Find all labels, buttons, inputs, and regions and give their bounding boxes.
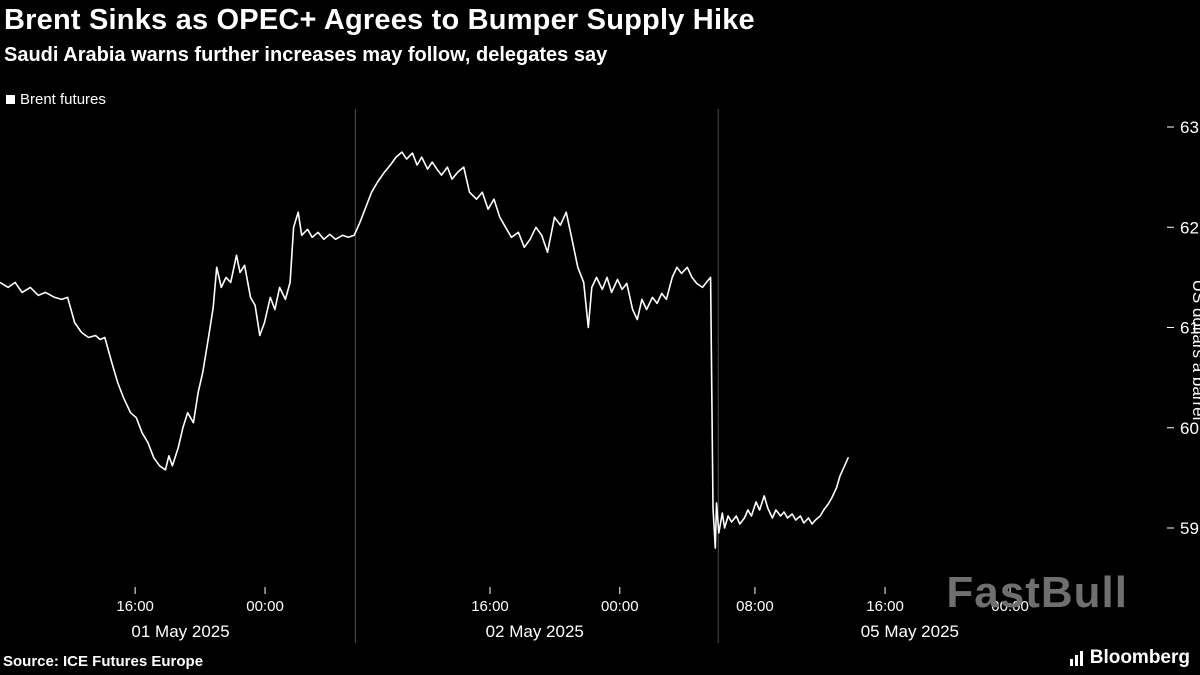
svg-text:61: 61: [1180, 319, 1199, 338]
svg-text:16:00: 16:00: [116, 598, 154, 615]
svg-text:00:00: 00:00: [601, 598, 639, 615]
legend-marker-icon: [6, 95, 15, 104]
bloomberg-brand: Bloomberg: [1069, 647, 1190, 669]
chart-svg: 63 62 61 60 59 16:00 00:00 16:00 00:00 08:00 16:00…: [0, 109, 1200, 643]
svg-text:01 May 2025: 01 May 2025: [131, 622, 229, 641]
page-title: Brent Sinks as OPEC+ Agrees to Bumper Su…: [4, 4, 755, 36]
svg-text:59: 59: [1180, 519, 1199, 538]
page-subtitle: Saudi Arabia warns further increases may…: [4, 44, 608, 66]
svg-text:16:00: 16:00: [471, 598, 509, 615]
source-credit: Source: ICE Futures Europe: [3, 653, 204, 670]
svg-text:02 May 2025: 02 May 2025: [486, 622, 584, 641]
svg-text:63: 63: [1180, 118, 1199, 137]
watermark: FastBull: [946, 568, 1128, 617]
svg-text:08:00: 08:00: [736, 598, 774, 615]
svg-text:05 May 2025: 05 May 2025: [861, 622, 959, 641]
svg-text:00:00: 00:00: [991, 598, 1029, 615]
svg-text:62: 62: [1180, 218, 1199, 237]
svg-text:US dollars a barrel: US dollars a barrel: [1189, 280, 1200, 421]
legend-label: Brent futures: [20, 91, 106, 108]
brand-label: Bloomberg: [1089, 647, 1190, 668]
svg-text:60: 60: [1180, 419, 1199, 438]
svg-text:00:00: 00:00: [246, 598, 284, 615]
bloomberg-bars-icon: [1069, 650, 1083, 666]
svg-text:16:00: 16:00: [866, 598, 904, 615]
legend: Brent futures: [6, 91, 106, 108]
